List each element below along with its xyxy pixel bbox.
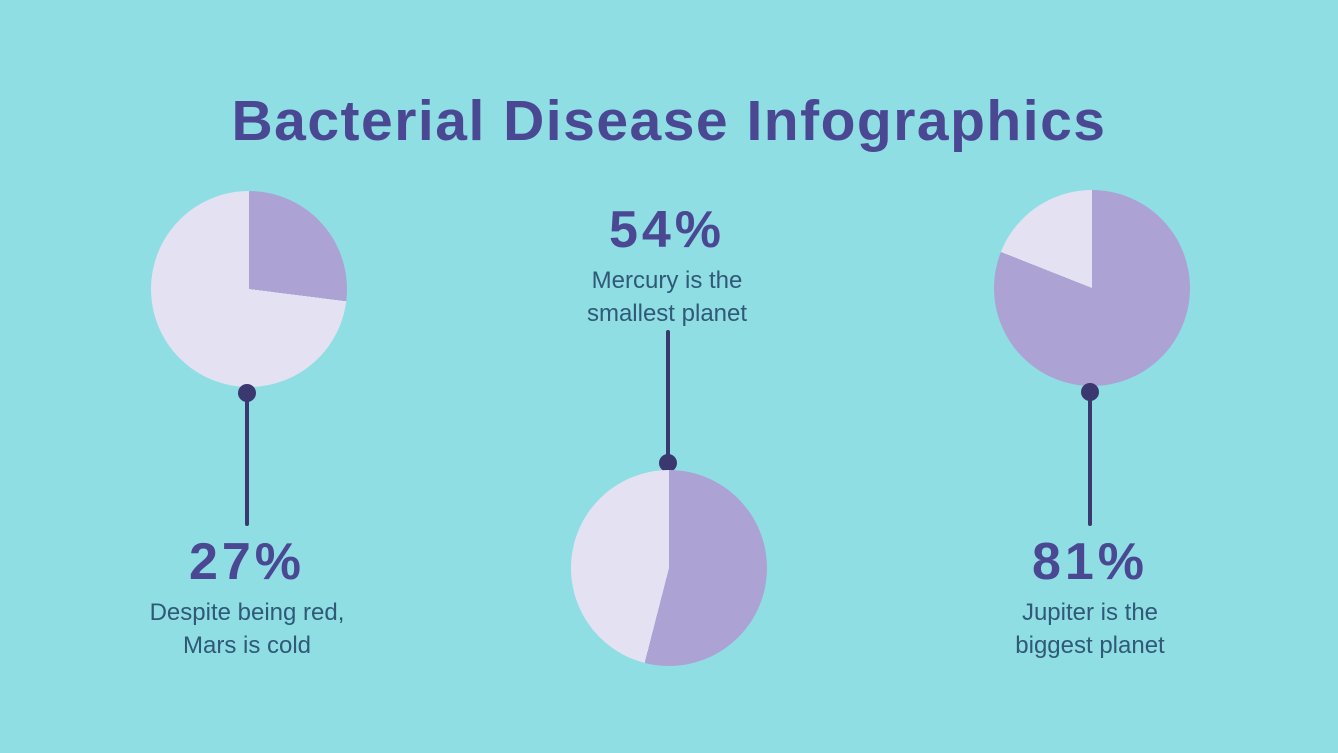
- connector-dot: [659, 454, 677, 472]
- pie-chart-jupiter-81: [994, 190, 1190, 386]
- percent-label: 81%: [1031, 533, 1149, 591]
- page-title: Bacterial Disease Infographics: [231, 89, 1107, 153]
- pie-chart-mars-27: [151, 191, 347, 387]
- connector-line: [1088, 392, 1092, 526]
- percent-label: 27%: [188, 533, 306, 591]
- connector-line: [666, 330, 670, 463]
- connector-line: [245, 393, 249, 526]
- stat-caption: Despite being red, Mars is cold: [149, 599, 345, 659]
- percent-label: 54%: [608, 201, 726, 259]
- pie-chart-mercury-54: [571, 470, 767, 666]
- stat-caption: Mercury is the smallest planet: [586, 267, 748, 327]
- stat-caption: Jupiter is the biggest planet: [1015, 599, 1165, 659]
